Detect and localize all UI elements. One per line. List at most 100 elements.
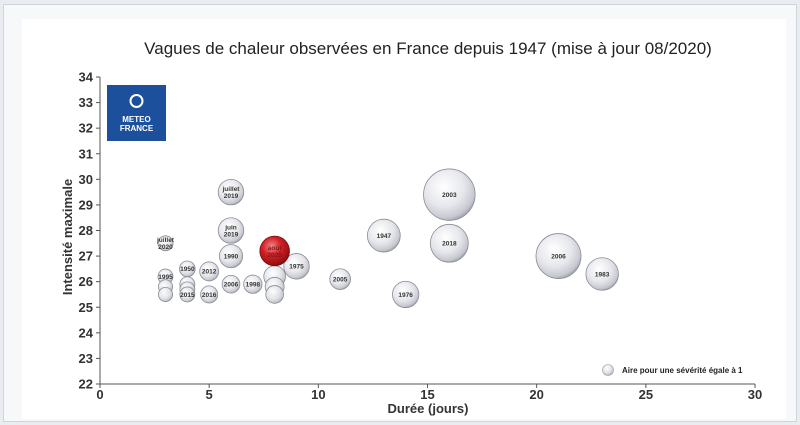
x-tick-label: 15 bbox=[420, 387, 434, 402]
bubble-circle bbox=[329, 268, 351, 290]
data-bubble bbox=[157, 286, 174, 302]
data-bubble: 1998 bbox=[243, 274, 263, 294]
x-tick-label: 5 bbox=[206, 387, 213, 402]
bubble-circle bbox=[585, 257, 619, 291]
chart-card: Vagues de chaleur observées en France de… bbox=[22, 19, 786, 419]
data-bubble: 1975 bbox=[283, 253, 310, 280]
data-bubble: 2006 bbox=[221, 274, 241, 294]
x-tick-label: 25 bbox=[639, 387, 653, 402]
y-tick-label: 23 bbox=[79, 351, 93, 366]
logo-line2: FRANCE bbox=[120, 124, 154, 133]
data-bubble: 1990 bbox=[218, 244, 244, 269]
data-bubble bbox=[265, 285, 284, 304]
x-tick-label: 20 bbox=[529, 387, 543, 402]
bubble-label: 2020 bbox=[158, 244, 173, 251]
bubble-label: 2006 bbox=[224, 282, 239, 289]
bubble-circle bbox=[157, 286, 174, 302]
data-bubble: 2006 bbox=[535, 233, 582, 279]
data-bubble: 1947 bbox=[367, 218, 401, 253]
bubble-label: 1998 bbox=[246, 282, 261, 289]
data-bubble: 2003 bbox=[423, 168, 476, 221]
bubble-label: 1995 bbox=[158, 274, 173, 281]
x-axis-title: Durée (jours) bbox=[388, 401, 469, 416]
bubble-circle bbox=[392, 280, 420, 309]
data-bubble: 2018 bbox=[429, 223, 469, 263]
bubble-label: 2005 bbox=[333, 276, 348, 283]
bubble-circle bbox=[243, 274, 263, 294]
bubble-chart: Vagues de chaleur observées en France de… bbox=[60, 39, 763, 416]
bubble-label: 2012 bbox=[202, 269, 217, 276]
y-tick-label: 28 bbox=[79, 223, 93, 238]
bubble-circle bbox=[218, 244, 244, 269]
y-tick-label: 33 bbox=[79, 95, 93, 110]
bubble-label: août bbox=[268, 245, 283, 252]
x-tick-label: 0 bbox=[96, 387, 103, 402]
y-tick-label: 24 bbox=[79, 325, 94, 340]
bubble-circle bbox=[259, 235, 290, 267]
bubble-circle bbox=[221, 274, 241, 294]
data-bubble: 1983 bbox=[585, 257, 619, 291]
legend: Aire pour une sévérité égale à 1 bbox=[602, 364, 743, 376]
axes-layer: 0 5 10 15 20 25 30 22 23 24 25 26 27 28 29 30 31 32 33 34 bbox=[79, 70, 763, 403]
y-tick-label: 32 bbox=[79, 121, 93, 136]
bubble-label: juillet bbox=[222, 186, 241, 193]
bubble-label: 1947 bbox=[377, 233, 392, 240]
bubble-label: 1983 bbox=[595, 271, 610, 278]
meteo-france-logo: METEO FRANCE bbox=[107, 85, 166, 141]
data-bubble: 1950 bbox=[179, 260, 196, 278]
bubble-circle bbox=[265, 285, 284, 304]
bubble-label: juillet bbox=[156, 237, 175, 244]
bubble-circle bbox=[179, 286, 196, 303]
bubble-label: 2020 bbox=[267, 252, 282, 259]
data-bubble: 2016 bbox=[200, 285, 219, 304]
y-tick-label: 26 bbox=[79, 274, 93, 289]
y-tick-label: 34 bbox=[79, 70, 94, 85]
logo-mark-icon bbox=[129, 94, 144, 108]
legend-text: Aire pour une sévérité égale à 1 bbox=[622, 366, 743, 375]
bubble-label: 2003 bbox=[442, 192, 457, 199]
bubble-label: 2016 bbox=[202, 292, 217, 299]
bubble-label: 1950 bbox=[180, 266, 195, 273]
data-bubble: 2012 bbox=[199, 261, 220, 282]
y-axis-title: Intensité maximale bbox=[60, 179, 75, 295]
bubble-label: juin bbox=[224, 224, 237, 231]
y-tick-label: 22 bbox=[79, 377, 93, 392]
legend-bubble-icon bbox=[602, 364, 614, 376]
bubble-label: 2019 bbox=[224, 193, 239, 200]
y-tick-label: 30 bbox=[79, 172, 93, 187]
bubble-circle bbox=[423, 168, 476, 221]
y-tick-label: 25 bbox=[79, 300, 93, 315]
bubble-label: 1990 bbox=[224, 253, 239, 260]
logo-line1: METEO bbox=[122, 115, 150, 124]
bubble-label: 1976 bbox=[398, 292, 413, 299]
y-tick-label: 27 bbox=[79, 249, 93, 264]
bubble-circle bbox=[157, 235, 174, 252]
bubble-label: 2018 bbox=[442, 241, 457, 248]
bubble-circle bbox=[367, 218, 401, 253]
y-tick-label: 31 bbox=[79, 146, 93, 161]
x-tick-label: 30 bbox=[748, 387, 762, 402]
bubble-circle bbox=[535, 233, 582, 279]
bubble-circle bbox=[429, 223, 469, 263]
bubble-circle bbox=[283, 253, 310, 280]
bubble-circle bbox=[199, 261, 220, 282]
bubble-label: 2015 bbox=[180, 292, 195, 299]
bubble-circle bbox=[200, 285, 219, 304]
screenshot-frame: Vagues de chaleur observées en France de… bbox=[3, 4, 797, 422]
bubble-circle bbox=[217, 217, 245, 244]
bubble-circle bbox=[217, 178, 245, 206]
x-tick-label: 10 bbox=[311, 387, 325, 402]
data-bubble: 1976 bbox=[392, 280, 420, 309]
bubble-label: 2006 bbox=[551, 253, 566, 260]
data-bubble: 2005 bbox=[329, 268, 351, 290]
bubble-label: 2019 bbox=[224, 231, 239, 238]
y-tick-label: 29 bbox=[79, 197, 93, 212]
data-bubble: 2015 bbox=[179, 286, 196, 303]
bubble-label: 1975 bbox=[289, 264, 304, 271]
bubbles-layer: 200320062018194719831976juillet2019juin2… bbox=[156, 168, 619, 309]
chart-title: Vagues de chaleur observées en France de… bbox=[144, 39, 712, 58]
